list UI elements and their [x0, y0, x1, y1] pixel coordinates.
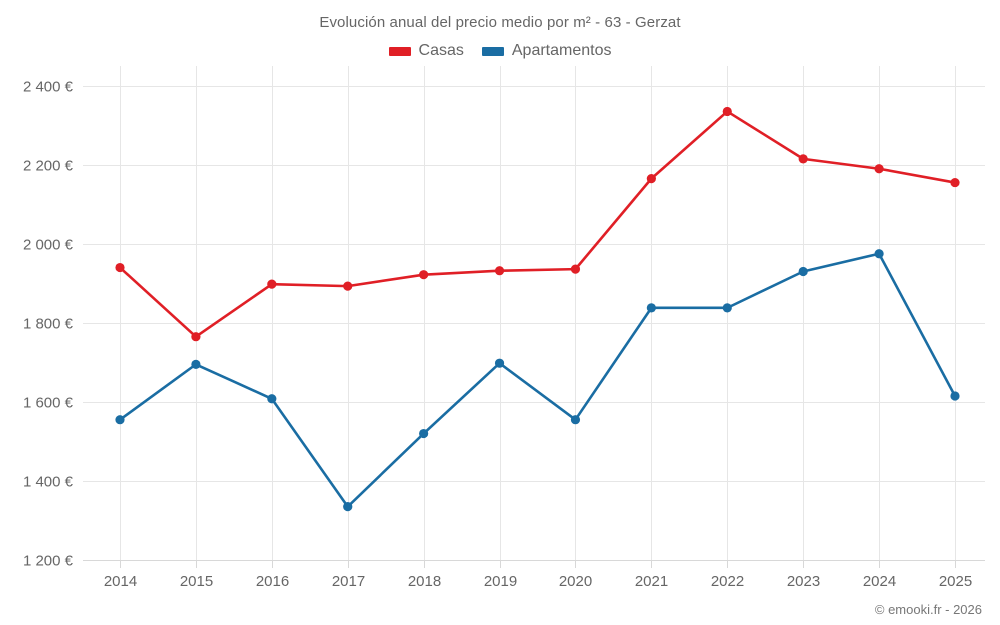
legend-item-apartamentos[interactable]: Apartamentos — [481, 42, 612, 60]
data-point-casas-2024[interactable] — [874, 164, 884, 174]
legend-item-casas[interactable]: Casas — [388, 42, 464, 60]
data-point-apartamentos-2018[interactable] — [419, 428, 429, 439]
data-point-apartamentos-2017[interactable] — [343, 502, 353, 512]
x-axis-tick-label: 2016 — [256, 573, 289, 590]
data-point-apartamentos-2021[interactable] — [646, 303, 656, 313]
data-point-casas-2019[interactable] — [494, 266, 505, 276]
data-point-casas-2015[interactable] — [191, 332, 201, 342]
legend-swatch-apartamentos — [481, 46, 504, 56]
data-point-apartamentos-2020[interactable] — [570, 415, 581, 425]
y-axis-tick-label: 1 400 € — [23, 474, 74, 491]
x-axis-tick-label: 2015 — [180, 573, 213, 590]
legend-label-apartamentos: Apartamentos — [511, 42, 612, 59]
series-line-casas — [118, 110, 957, 339]
x-axis-tick-label: 2020 — [559, 573, 592, 590]
data-point-casas-2014[interactable] — [115, 262, 125, 273]
data-point-casas-2020[interactable] — [570, 264, 581, 274]
x-axis-tick-label: 2014 — [104, 573, 137, 590]
data-point-apartamentos-2024[interactable] — [874, 249, 884, 259]
data-point-casas-2018[interactable] — [419, 270, 429, 280]
data-point-apartamentos-2014[interactable] — [115, 415, 125, 425]
x-axis-tick-label: 2018 — [408, 573, 441, 590]
series-line-apartamentos — [118, 252, 957, 508]
data-point-apartamentos-2016[interactable] — [267, 394, 277, 404]
y-axis-tick-label: 1 600 € — [23, 395, 74, 412]
y-axis-tick-label: 1 200 € — [23, 553, 74, 570]
data-point-apartamentos-2022[interactable] — [722, 303, 732, 313]
x-axis-tick-label: 2023 — [787, 573, 820, 590]
x-axis-tick-label: 2025 — [939, 573, 972, 590]
data-point-casas-2022[interactable] — [722, 106, 732, 117]
y-axis-tick-label: 2 400 € — [23, 79, 74, 96]
x-axis-tick-label: 2017 — [332, 573, 365, 590]
chart-legend: Casas Apartamentos — [0, 42, 1000, 60]
data-point-apartamentos-2019[interactable] — [494, 358, 505, 368]
data-point-casas-2016[interactable] — [267, 279, 277, 289]
legend-swatch-casas — [388, 46, 411, 56]
data-point-apartamentos-2023[interactable] — [798, 266, 808, 277]
chart-title: Evolución anual del precio medio por m² … — [319, 14, 681, 31]
data-point-casas-2017[interactable] — [343, 281, 353, 291]
y-axis-tick-label: 2 200 € — [23, 158, 74, 175]
y-axis-tick-label: 1 800 € — [23, 316, 74, 333]
x-axis-tick-label: 2021 — [635, 573, 668, 590]
data-point-apartamentos-2025[interactable] — [950, 391, 960, 401]
x-axis-tick-label: 2022 — [711, 573, 744, 590]
data-point-apartamentos-2015[interactable] — [191, 359, 201, 369]
data-point-casas-2025[interactable] — [950, 177, 960, 188]
data-point-casas-2023[interactable] — [798, 154, 808, 164]
legend-label-casas: Casas — [418, 42, 464, 59]
x-axis-tick-label: 2024 — [863, 573, 896, 590]
x-axis-tick-label: 2019 — [484, 573, 517, 590]
y-axis-tick-label: 2 000 € — [23, 237, 74, 254]
data-point-casas-2021[interactable] — [646, 174, 656, 184]
footer-credit: © emooki.fr - 2026 — [874, 602, 982, 617]
